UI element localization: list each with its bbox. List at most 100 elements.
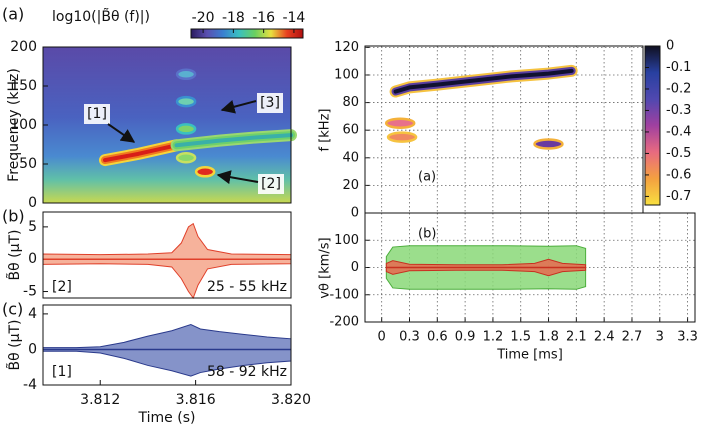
colorbar-tick-label: -16 xyxy=(252,10,275,26)
blob xyxy=(175,152,197,164)
signal-envelope xyxy=(385,267,587,290)
signal-envelope xyxy=(42,348,292,377)
y-tick-label: -200 xyxy=(329,315,359,330)
colorbar-tick-label: -14 xyxy=(282,10,305,26)
panel-label: (b) xyxy=(418,227,436,242)
colorbar-tick-label: -20 xyxy=(192,10,215,26)
colorbar-tick-label: -0.2 xyxy=(666,81,691,96)
x-tick-label: 2.7 xyxy=(622,330,643,345)
y-tick-label: 0 xyxy=(351,206,359,221)
annotation: [2] xyxy=(52,279,72,295)
y-tick-label: 100 xyxy=(334,233,359,248)
annotation-box xyxy=(257,93,283,113)
blob xyxy=(533,138,564,150)
signal-envelope xyxy=(42,324,292,350)
colorbar xyxy=(644,45,661,206)
y-tick-label: 0 xyxy=(28,251,37,267)
signal-envelope xyxy=(385,267,587,277)
y-tick-label: -4 xyxy=(23,377,37,393)
ridge xyxy=(174,133,293,148)
x-tick-label: 3 xyxy=(656,330,664,345)
y-tick-label: 0 xyxy=(28,195,37,211)
x-tick-label: 1.8 xyxy=(538,330,559,345)
signal-envelope xyxy=(42,222,292,260)
colorbar-label: log10(|B̃θ (f)|) xyxy=(52,8,150,25)
plot-frame xyxy=(42,211,292,299)
x-tick-label: 1.2 xyxy=(483,330,504,345)
y-axis-label: f [kHz] xyxy=(318,109,333,152)
colorbar-tick-label: -0.5 xyxy=(666,146,691,161)
plot-frame xyxy=(364,212,696,323)
panel-label: (a) xyxy=(418,170,436,185)
y-tick-label: -100 xyxy=(329,287,359,302)
blob xyxy=(194,166,216,178)
annotation-arrow xyxy=(220,100,257,114)
y-tick-label: -5 xyxy=(23,284,37,300)
annotation: [3] xyxy=(260,95,280,111)
x-tick-label: 2.1 xyxy=(566,330,587,345)
plot-background xyxy=(43,47,291,203)
y-tick-label: 0 xyxy=(28,341,37,357)
y-axis-label: B̃θ (μT) xyxy=(6,319,23,370)
colorbar-tick-label: -0.3 xyxy=(666,103,691,118)
colorbar-tick-label: -0.1 xyxy=(666,60,691,75)
y-tick-label: 40 xyxy=(342,150,359,165)
x-tick-label: 0.3 xyxy=(399,330,420,345)
y-tick-label: 150 xyxy=(10,78,37,94)
y-tick-label: 120 xyxy=(334,40,359,55)
blob xyxy=(175,95,197,108)
x-axis-label: Time [ms] xyxy=(496,348,563,363)
colorbar xyxy=(190,28,304,39)
y-tick-label: 50 xyxy=(19,156,37,172)
colorbar-tick-label: -18 xyxy=(222,10,245,26)
y-tick-label: 5 xyxy=(28,219,37,235)
annotation: 25 - 55 kHz xyxy=(207,279,287,295)
annotation-arrow xyxy=(107,123,136,143)
annotation: [1] xyxy=(52,364,72,380)
y-tick-label: 60 xyxy=(342,123,359,138)
ridge xyxy=(103,143,179,163)
x-tick-label: 3.820 xyxy=(271,392,311,408)
blob xyxy=(175,123,197,135)
colorbar-tick-label: 0 xyxy=(666,39,674,54)
panel-label: (a) xyxy=(2,5,24,24)
x-tick-label: 3.816 xyxy=(176,392,216,408)
blob xyxy=(175,68,197,81)
x-tick-label: 3.812 xyxy=(80,392,120,408)
annotation-arrow xyxy=(216,170,259,185)
annotation: [2] xyxy=(261,176,281,192)
x-tick-label: 3.3 xyxy=(677,330,698,345)
panel-label: (b) xyxy=(2,207,25,226)
annotation-box xyxy=(258,174,284,194)
y-tick-label: 80 xyxy=(342,95,359,110)
y-tick-label: 100 xyxy=(334,67,359,82)
x-tick-label: 0 xyxy=(378,330,386,345)
colorbar-tick-label: -0.6 xyxy=(666,167,691,182)
x-tick-label: 0.6 xyxy=(427,330,448,345)
y-tick-label: 100 xyxy=(10,117,37,133)
signal-envelope xyxy=(385,245,587,268)
y-axis-label: B̃θ (μT) xyxy=(6,229,23,280)
y-axis-label: Frequency (kHz) xyxy=(6,68,22,182)
colorbar-tick-label: -0.7 xyxy=(666,189,691,204)
x-tick-label: 1.5 xyxy=(510,330,531,345)
y-tick-label: 200 xyxy=(10,39,37,55)
colorbar-tick-label: -0.4 xyxy=(666,124,691,139)
y-tick-label: 20 xyxy=(342,178,359,193)
blob xyxy=(386,131,418,143)
annotation-box xyxy=(84,104,110,124)
plot-frame xyxy=(42,46,292,204)
ridge xyxy=(393,68,574,94)
x-tick-label: 0.9 xyxy=(455,330,476,345)
y-tick-label: 0 xyxy=(351,260,359,275)
plot-frame xyxy=(42,304,292,386)
x-tick-label: 2.4 xyxy=(594,330,615,345)
signal-envelope xyxy=(42,258,292,300)
panel-label: (c) xyxy=(2,300,23,319)
y-axis-label: vθ [km/s] xyxy=(318,237,333,298)
annotation: 58 - 92 kHz xyxy=(207,364,287,380)
x-axis-label: Time (s) xyxy=(138,410,196,426)
annotation: [1] xyxy=(87,106,107,122)
